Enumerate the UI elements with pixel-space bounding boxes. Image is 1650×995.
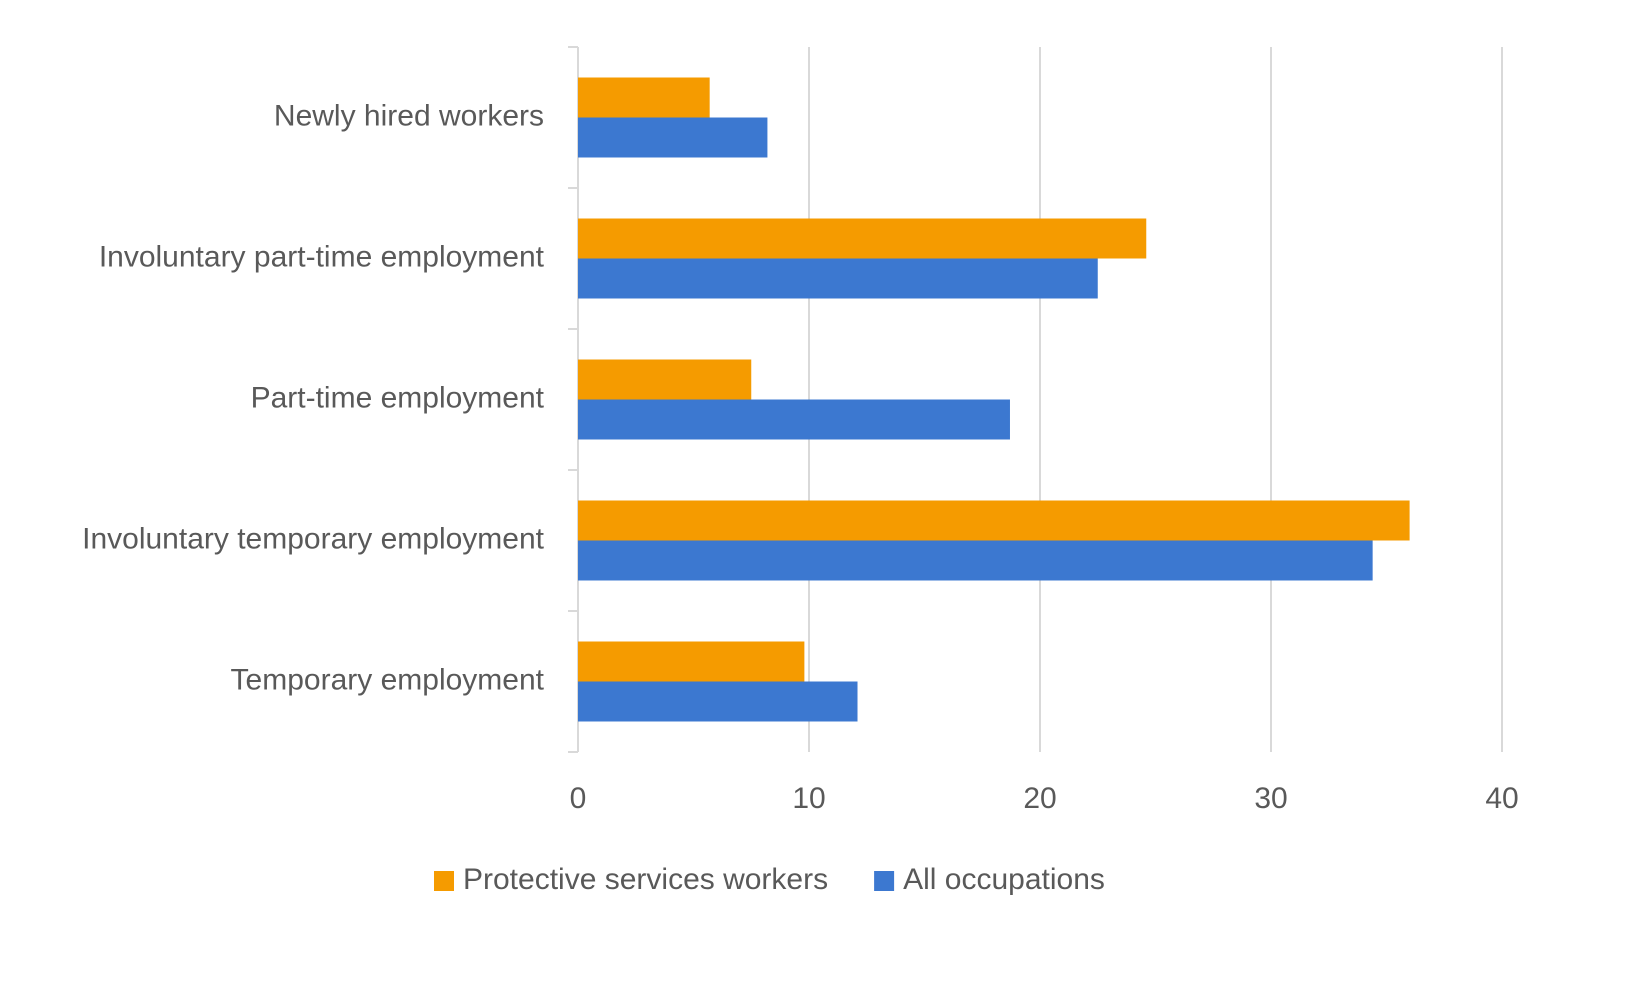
category-label: Temporary employment bbox=[231, 663, 545, 696]
legend-label-protective-services: Protective services workers bbox=[463, 863, 828, 896]
category-label: Part-time employment bbox=[251, 381, 545, 414]
category-labels: Newly hired workers Involuntary part-time… bbox=[82, 99, 545, 696]
category-label: Newly hired workers bbox=[274, 99, 544, 132]
bar-protective-services-3 bbox=[578, 500, 1410, 541]
x-tick-label: 40 bbox=[1485, 782, 1518, 815]
x-tick-labels: 0 10 20 30 40 bbox=[570, 782, 1519, 815]
bar-all-occupations-1 bbox=[578, 258, 1098, 299]
legend-swatch-protective-services bbox=[434, 871, 454, 891]
bar-protective-services-4 bbox=[578, 641, 805, 682]
bar-all-occupations-0 bbox=[578, 117, 768, 158]
bars bbox=[578, 77, 1410, 722]
category-label: Involuntary part-time employment bbox=[99, 240, 545, 273]
bar-all-occupations-3 bbox=[578, 540, 1373, 581]
bar-protective-services-0 bbox=[578, 77, 710, 118]
bar-protective-services-2 bbox=[578, 359, 752, 400]
category-label: Involuntary temporary employment bbox=[82, 522, 545, 555]
x-tick-label: 10 bbox=[792, 782, 825, 815]
x-tick-label: 0 bbox=[570, 782, 587, 815]
x-tick-label: 20 bbox=[1023, 782, 1056, 815]
legend: Protective services workers All occupatio… bbox=[434, 863, 1105, 896]
legend-swatch-all-occupations bbox=[874, 871, 895, 891]
bar-all-occupations-4 bbox=[578, 681, 858, 722]
bar-protective-services-1 bbox=[578, 218, 1147, 259]
legend-label-all-occupations: All occupations bbox=[903, 863, 1105, 896]
bar-all-occupations-2 bbox=[578, 399, 1010, 440]
x-tick-label: 30 bbox=[1254, 782, 1287, 815]
category-axis bbox=[568, 46, 579, 753]
